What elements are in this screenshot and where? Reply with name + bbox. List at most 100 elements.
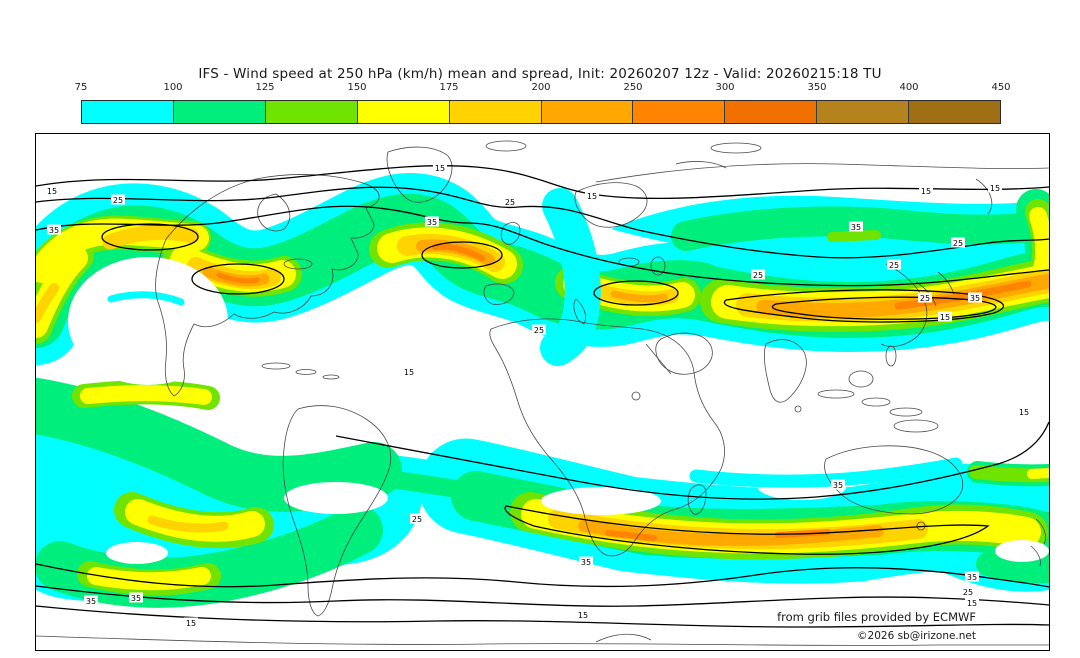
- coastline-sri-lanka: [794, 405, 802, 413]
- contour-label-box: [1017, 406, 1031, 417]
- contour-label-15: 15: [587, 192, 597, 201]
- wind-band-chartreuse-siberia-streak: [827, 230, 881, 242]
- contour-label-35: 35: [49, 226, 59, 235]
- colorbar-tick-75: 75: [74, 82, 88, 93]
- wind-band-yellow-south-pacific-south: [87, 567, 211, 591]
- contour-label-box: [887, 259, 901, 270]
- coastline-lake-victoria: [631, 391, 641, 401]
- coastline-sumatra: [817, 389, 855, 399]
- chart-title: IFS - Wind speed at 250 hPa (km/h) mean …: [198, 66, 882, 82]
- coastline-uk: [500, 222, 521, 245]
- cyan-tongues: [107, 188, 963, 488]
- colorbar-tick-400: 400: [899, 82, 919, 93]
- contour-label-35: 35: [970, 294, 980, 303]
- wind-band-gold-south-pacific: [147, 515, 229, 533]
- contour-label-15: 15: [404, 368, 414, 377]
- contour-label-box: [579, 556, 593, 567]
- contour-label-box: [919, 185, 933, 196]
- gap-south-indian-west: [541, 487, 661, 515]
- contour-label-25: 25: [505, 198, 515, 207]
- coastline-caspian-sea: [650, 256, 666, 276]
- coastline-caribbean-3: [322, 374, 340, 380]
- spread-contour-loop-atlantic: [421, 241, 503, 269]
- wind-band-gold-left-edge: [31, 283, 59, 323]
- spread-contour-loop-north-america: [191, 263, 285, 295]
- wind-band-green-australia-south: [976, 552, 1061, 584]
- spread-contour-loop-pacific: [101, 223, 199, 251]
- coastline-borneo: [848, 370, 874, 388]
- eddy-south-pacific-east: [284, 482, 388, 514]
- colorbar-segment-75-100: [82, 101, 174, 123]
- contour-label-box: [849, 221, 863, 232]
- contour-label-25: 25: [534, 326, 544, 335]
- spread-contour-loop-east-asia-35: [771, 296, 997, 320]
- colorbar-segment-300-350: [725, 101, 818, 123]
- colorbar-segment-350-400: [817, 101, 910, 123]
- colorbar-ticks: 75 100 125 150 175 200 250 300 350 400 450: [75, 82, 1011, 95]
- wind-band-dkorange-north-america: [216, 272, 260, 284]
- attribution-copyright: ©2026 sb@irizone.net: [857, 630, 976, 642]
- spread-contour-25-north: [35, 186, 1050, 259]
- spread-contour-loop-mideast: [593, 280, 679, 306]
- contour-label-25: 25: [113, 196, 123, 205]
- colorbar-tick-125: 125: [255, 82, 275, 93]
- wind-band-dkorange-east-asia: [894, 280, 1032, 310]
- colorbar-segment-150-175: [357, 101, 450, 123]
- colorbar: [81, 100, 1001, 124]
- contour-label-15: 15: [435, 164, 445, 173]
- wind-band-yellow-south-pacific-north: [80, 385, 212, 405]
- contour-label-box: [503, 196, 517, 207]
- coastline-arctic-island-2: [710, 142, 762, 154]
- wind-band-dkorange-south-core1: [605, 530, 657, 541]
- coastline-arctic-squiggle: [675, 161, 727, 169]
- contour-label-box: [111, 194, 125, 205]
- spread-contour-loop-south-jet: [504, 505, 990, 555]
- contour-label-15: 15: [1019, 408, 1029, 417]
- contour-label-box: [951, 237, 965, 248]
- contour-label-box: [184, 617, 198, 628]
- contour-label-box: [965, 571, 979, 582]
- spread-contours: [35, 165, 1050, 628]
- contour-label-box: [831, 479, 845, 490]
- contour-label-box: [988, 182, 1002, 193]
- coastline-new-zealand-1: [1035, 518, 1046, 545]
- spread-contour-35-south: [35, 563, 1050, 588]
- coastline-java: [861, 397, 891, 407]
- coastline-iberia: [483, 283, 515, 305]
- contour-label-15: 15: [47, 187, 57, 196]
- contour-label-box: [129, 592, 143, 603]
- wind-band-cyan-europe-tongue: [540, 188, 601, 366]
- map-frame: 15 25 35 15 25 35 15 25 15 35 25 25 15 15 35 25 15 25 35 35…: [0, 133, 1080, 651]
- colorbar-tick-175: 175: [439, 82, 459, 93]
- coastline-sulawesi: [889, 407, 923, 417]
- contour-label-35: 35: [967, 573, 977, 582]
- eddy-north-pacific: [68, 257, 228, 385]
- contour-label-box: [585, 190, 599, 201]
- coastline-great-lakes: [283, 258, 313, 270]
- colorbar-segment-125-150: [265, 101, 358, 123]
- coastline-kamchatka: [975, 178, 993, 215]
- colorbar-tick-150: 150: [347, 82, 367, 93]
- contour-label-35: 35: [427, 218, 437, 227]
- contour-label-35: 35: [851, 223, 861, 232]
- contour-label-35: 35: [86, 597, 96, 606]
- coastline-south-america: [282, 405, 392, 617]
- coastline-caribbean-2: [295, 369, 317, 375]
- contour-label-box: [965, 597, 979, 608]
- wind-band-green-south-pacific-north: [8, 378, 402, 512]
- contour-label-box: [433, 162, 447, 173]
- contour-labels: 15 25 35 15 25 35 15 25 15 35 25 25 15 15 35 25 15 25 35 35…: [45, 162, 1031, 628]
- spread-contour-15-south: [35, 605, 1050, 628]
- contour-label-35: 35: [833, 481, 843, 490]
- contour-label-box: [532, 324, 546, 335]
- contour-label-15: 15: [940, 313, 950, 322]
- wind-band-dkorange-atlantic: [432, 243, 485, 261]
- coastline-caribbean-1: [261, 362, 291, 370]
- coastline-philippines: [885, 345, 897, 367]
- colorbar-tick-100: 100: [163, 82, 183, 93]
- coastline-africa: [489, 318, 725, 557]
- contour-label-25: 25: [889, 261, 899, 270]
- colorbar-segment-200-250: [541, 101, 634, 123]
- coastline-new-guinea: [893, 419, 939, 433]
